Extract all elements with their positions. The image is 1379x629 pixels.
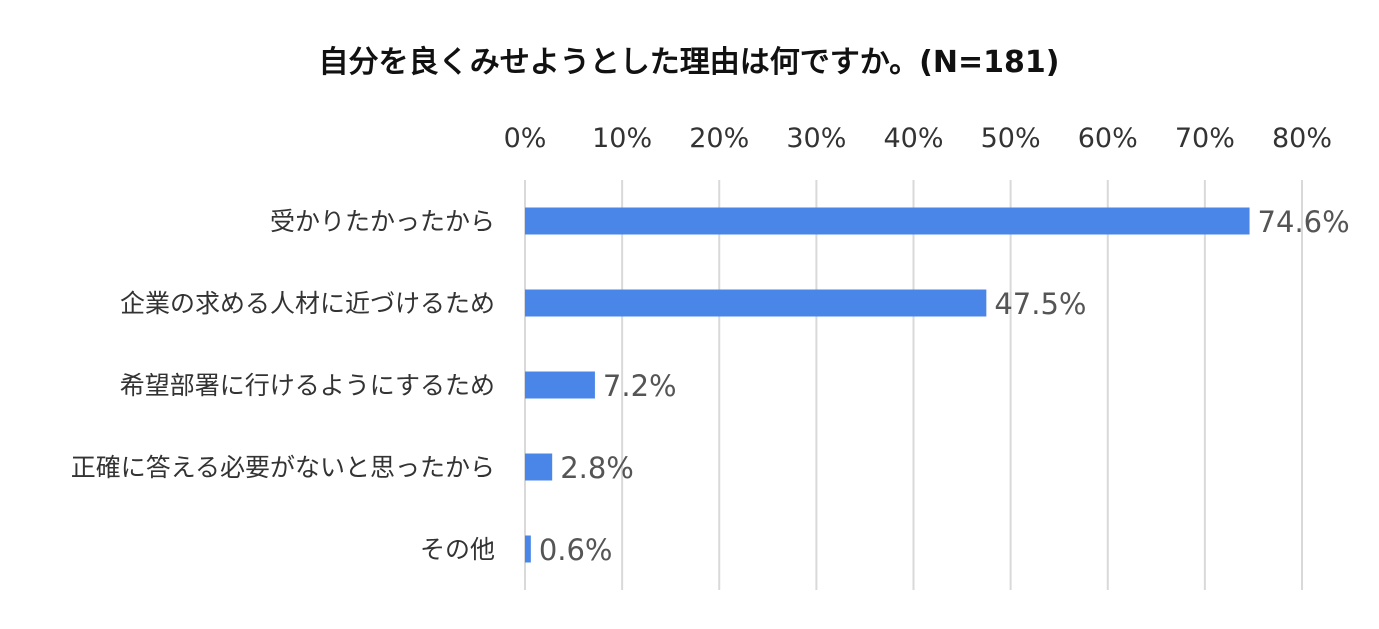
x-tick-label: 50% xyxy=(981,123,1041,154)
x-tick-label: 10% xyxy=(592,123,652,154)
x-axis-tick-labels: 0% 10% 20% 30% 40% 50% 60% 70% 80% xyxy=(504,123,1332,154)
category-label: その他 xyxy=(420,535,495,564)
data-label: 0.6% xyxy=(539,533,613,567)
bar xyxy=(525,535,531,563)
data-label: 7.2% xyxy=(603,369,677,403)
x-tick-label: 80% xyxy=(1272,123,1332,154)
data-labels: 74.6% 47.5% 7.2% 2.8% 0.6% xyxy=(539,205,1350,567)
data-label: 47.5% xyxy=(994,287,1086,321)
bar xyxy=(525,289,987,317)
x-tick-label: 0% xyxy=(504,123,547,154)
category-label: 正確に答える必要がないと思ったから xyxy=(71,453,495,482)
data-label: 2.8% xyxy=(560,451,634,485)
x-tick-label: 60% xyxy=(1078,123,1138,154)
x-tick-label: 70% xyxy=(1175,123,1235,154)
bar xyxy=(525,371,595,399)
bar xyxy=(525,207,1250,235)
bars xyxy=(525,207,1250,563)
bar xyxy=(525,453,553,481)
x-tick-label: 30% xyxy=(786,123,846,154)
x-tick-label: 40% xyxy=(883,123,943,154)
category-label: 希望部署に行けるようにするため xyxy=(120,371,495,400)
category-label: 受かりたかったから xyxy=(270,207,495,236)
data-label: 74.6% xyxy=(1258,205,1350,239)
x-tick-label: 20% xyxy=(689,123,749,154)
gridlines xyxy=(524,180,1303,590)
chart-title: 自分を良くみせようとした理由は何ですか。(N=181) xyxy=(319,45,1060,80)
category-label: 企業の求める人材に近づけるため xyxy=(120,289,495,318)
category-labels: 受かりたかったから企業の求める人材に近づけるため希望部署に行けるようにするため正… xyxy=(71,207,495,564)
